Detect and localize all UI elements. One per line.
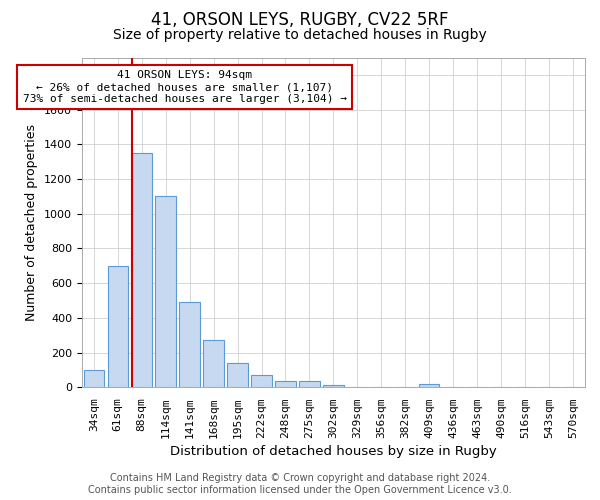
Text: Contains HM Land Registry data © Crown copyright and database right 2024.
Contai: Contains HM Land Registry data © Crown c…	[88, 474, 512, 495]
Bar	[83, 370, 104, 388]
Text: 41, ORSON LEYS, RUGBY, CV22 5RF: 41, ORSON LEYS, RUGBY, CV22 5RF	[151, 11, 449, 29]
Y-axis label: Number of detached properties: Number of detached properties	[25, 124, 38, 321]
Bar	[251, 375, 272, 388]
Text: Size of property relative to detached houses in Rugby: Size of property relative to detached ho…	[113, 28, 487, 42]
X-axis label: Distribution of detached houses by size in Rugby: Distribution of detached houses by size …	[170, 444, 497, 458]
Bar	[179, 302, 200, 388]
Bar	[131, 153, 152, 388]
Bar	[419, 384, 439, 388]
Bar	[155, 196, 176, 388]
Bar	[107, 266, 128, 388]
Bar	[323, 384, 344, 388]
Text: 41 ORSON LEYS: 94sqm
← 26% of detached houses are smaller (1,107)
73% of semi-de: 41 ORSON LEYS: 94sqm ← 26% of detached h…	[23, 70, 347, 104]
Bar	[227, 363, 248, 388]
Bar	[299, 382, 320, 388]
Bar	[203, 340, 224, 388]
Bar	[275, 382, 296, 388]
